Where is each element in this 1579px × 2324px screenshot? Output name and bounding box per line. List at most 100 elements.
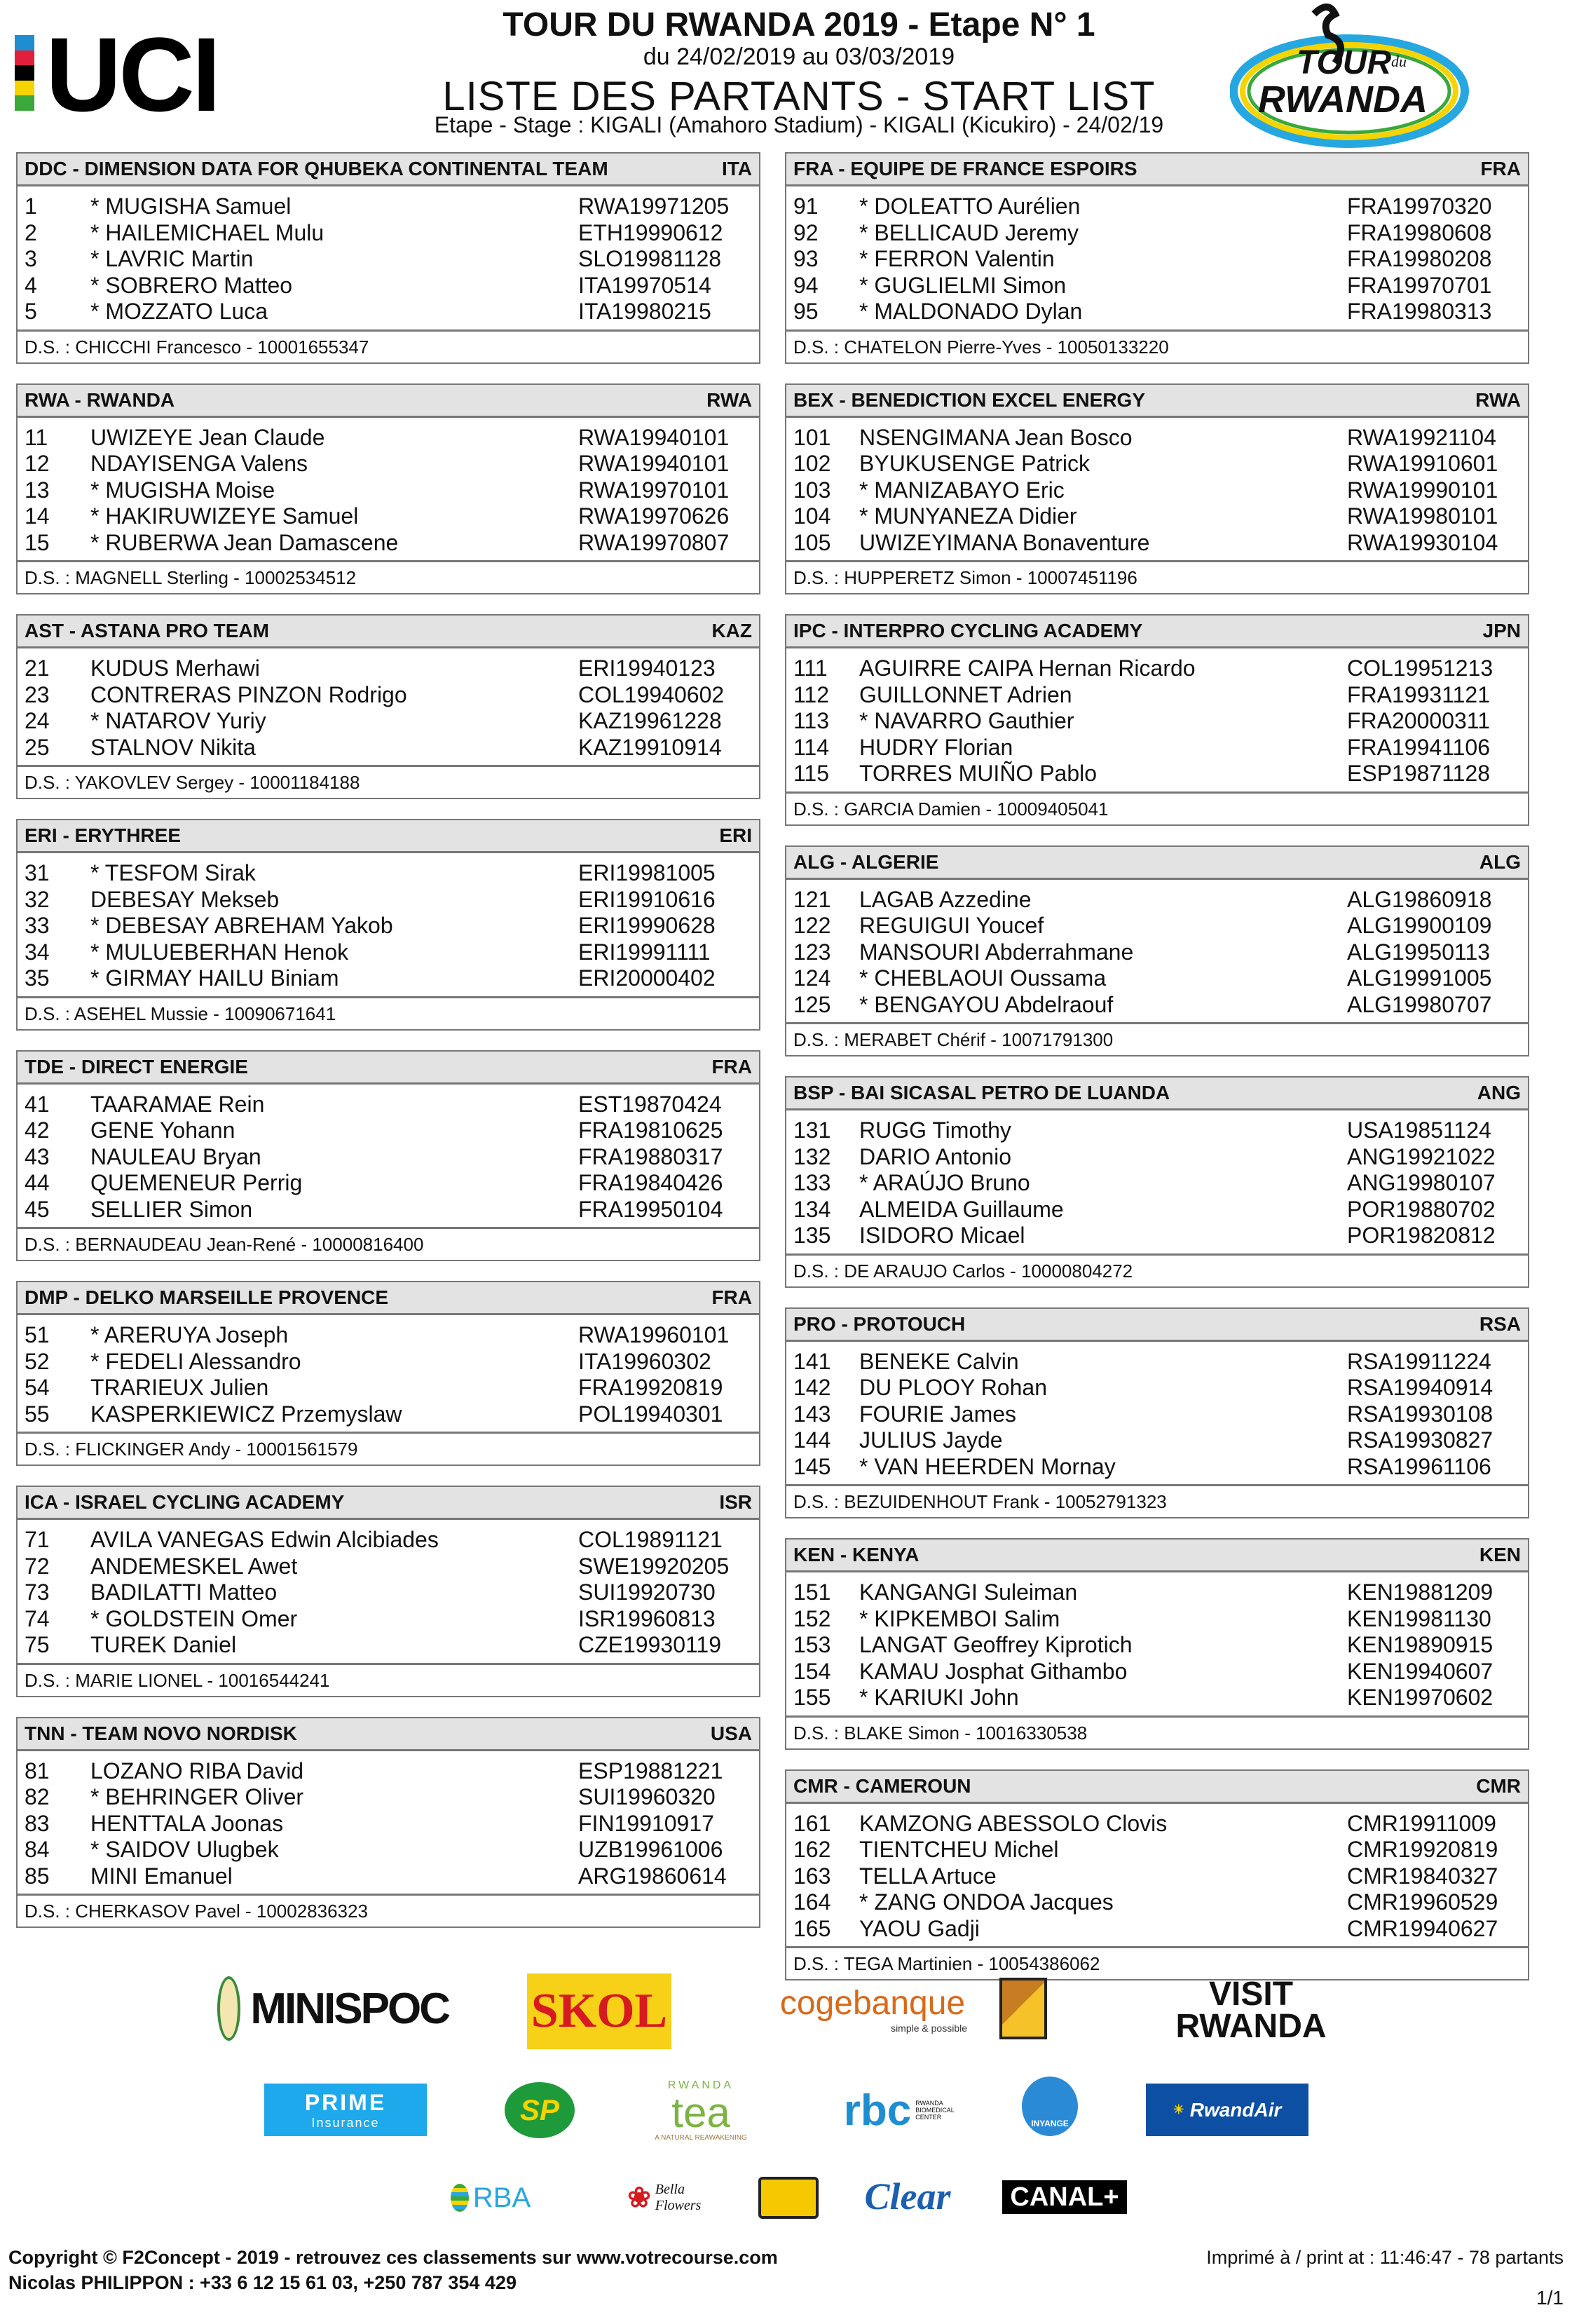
rider-uci-code: ANG19980107 bbox=[1347, 1170, 1496, 1195]
rider-row: 2 * HAILEMICHAEL Mulu ETH19990612 bbox=[18, 220, 759, 247]
team-header: FRA - EQUIPE DE FRANCE ESPOIRS FRA bbox=[786, 154, 1528, 186]
rider-name: BADILATTI Matteo bbox=[90, 1579, 278, 1605]
rider-name: * HAKIRUWIZEYE Samuel bbox=[90, 503, 359, 529]
rider-number: 33 bbox=[25, 913, 50, 938]
sports-director: D.S. : BEZUIDENHOUT Frank - 10052791323 bbox=[793, 1491, 1167, 1512]
rider-list: 81 LOZANO RIBA David ESP19881221 82 * BEHRIN… bbox=[18, 1751, 759, 1896]
rider-name: * MALDONADO Dylan bbox=[859, 299, 1083, 324]
rider-name: KAMAU Josphat Githambo bbox=[859, 1658, 1128, 1684]
rider-name: * KIPKEMBOI Salim bbox=[859, 1605, 1060, 1631]
rider-number: 154 bbox=[793, 1658, 831, 1684]
sports-director: D.S. : TEGA Martinien - 10054386062 bbox=[793, 1953, 1100, 1974]
rider-row: 152 * KIPKEMBOI Salim KEN19981130 bbox=[786, 1606, 1528, 1633]
rider-number: 55 bbox=[25, 1401, 50, 1427]
team-header: BEX - BENEDICTION EXCEL ENERGY RWA bbox=[786, 384, 1528, 418]
rider-number: 133 bbox=[793, 1170, 831, 1195]
rider-row: 93 * FERRON Valentin FRA19980208 bbox=[786, 246, 1528, 273]
rider-uci-code: FRA19931121 bbox=[1347, 681, 1490, 707]
rider-name: ALMEIDA Guillaume bbox=[859, 1196, 1064, 1222]
team-header: AST - ASTANA PRO TEAM KAZ bbox=[18, 616, 759, 648]
sports-director: D.S. : YAKOVLEV Sergey - 10001184188 bbox=[25, 772, 360, 793]
rider-uci-code: ERI20000402 bbox=[578, 965, 716, 991]
rider-name: REGUIGUI Youcef bbox=[859, 913, 1044, 938]
rider-uci-code: RSA19930827 bbox=[1347, 1427, 1493, 1453]
rider-number: 51 bbox=[25, 1322, 50, 1347]
rider-uci-code: ETH19990612 bbox=[578, 219, 723, 245]
team-name: DMP - DELKO MARSEILLE PROVENCE bbox=[25, 1286, 389, 1308]
rider-name: JULIUS Jayde bbox=[859, 1427, 1003, 1453]
rider-uci-code: ERI19990628 bbox=[578, 913, 716, 938]
rider-row: 102 BYUKUSENGE Patrick RWA19910601 bbox=[786, 451, 1528, 477]
team-country: JPN bbox=[1482, 620, 1521, 641]
sponsor-bella-flowers: ❀ Bella Flowers bbox=[610, 2170, 715, 2226]
rider-number: 103 bbox=[793, 477, 831, 503]
rider-row: 162 TIENTCHEU Michel CMR19920819 bbox=[786, 1837, 1528, 1863]
rider-uci-code: ITA19960302 bbox=[578, 1348, 711, 1374]
rider-name: AVILA VANEGAS Edwin Alcibiades bbox=[90, 1527, 439, 1552]
rider-row: 95 * MALDONADO Dylan FRA19980313 bbox=[786, 299, 1528, 325]
rider-name: * DOLEATTO Aurélien bbox=[859, 193, 1081, 219]
team-header: ALG - ALGERIE ALG bbox=[786, 846, 1528, 880]
rider-uci-code: FRA20000311 bbox=[1347, 708, 1490, 733]
sponsor-prime-insurance: PRIME Insurance bbox=[264, 2084, 427, 2136]
rider-number: 143 bbox=[793, 1401, 831, 1427]
team-country: ALG bbox=[1479, 850, 1521, 873]
stage-info: Etape - Stage : KIGALI (Amahoro Stadium)… bbox=[434, 112, 1164, 137]
rider-number: 131 bbox=[793, 1117, 831, 1143]
team-country: ANG bbox=[1477, 1082, 1521, 1103]
sponsor-rbc: rbc RWANDA BIOMEDICAL CENTER bbox=[834, 2079, 967, 2142]
rider-name: HUDRY Florian bbox=[859, 734, 1013, 760]
rider-name: * GOLDSTEIN Omer bbox=[90, 1605, 298, 1631]
rider-uci-code: FRA19810625 bbox=[578, 1117, 723, 1143]
rider-uci-code: COL19951213 bbox=[1347, 655, 1493, 681]
rider-number: 93 bbox=[793, 246, 819, 271]
rider-name: BYUKUSENGE Patrick bbox=[859, 451, 1090, 476]
sports-director: D.S. : CHATELON Pierre-Yves - 1005013322… bbox=[793, 336, 1169, 358]
sports-director: D.S. : FLICKINGER Andy - 10001561579 bbox=[25, 1439, 358, 1460]
rider-number: 164 bbox=[793, 1889, 831, 1915]
rider-number: 125 bbox=[793, 991, 831, 1017]
rider-name: * CHEBLAOUI Oussama bbox=[859, 965, 1107, 991]
team-block: DMP - DELKO MARSEILLE PROVENCE FRA 51 * ARE… bbox=[16, 1281, 760, 1466]
sponsor-clear: Clear bbox=[865, 2170, 951, 2222]
rider-uci-code: KEN19890915 bbox=[1347, 1632, 1493, 1657]
rider-row: 83 HENTTALA Joonas FIN19910917 bbox=[18, 1811, 759, 1837]
rider-uci-code: RWA19971205 bbox=[578, 193, 730, 219]
team-block: BSP - BAI SICASAL PETRO DE LUANDA ANG 131 R… bbox=[785, 1076, 1529, 1288]
teams-column-right: FRA - EQUIPE DE FRANCE ESPOIRS FRA 91 * DOL… bbox=[785, 152, 1529, 2000]
rba-globe-icon bbox=[450, 2184, 469, 2212]
team-name: IPC - INTERPRO CYCLING ACADEMY bbox=[793, 620, 1143, 641]
rider-row: 14 * HAKIRUWIZEYE Samuel RWA19970626 bbox=[18, 503, 759, 530]
sponsor-canal-text: CANAL+ bbox=[1010, 2182, 1119, 2212]
rider-name: QUEMENEUR Perrig bbox=[90, 1170, 303, 1195]
rider-number: 2 bbox=[25, 219, 37, 245]
rider-row: 21 KUDUS Merhawi ERI19940123 bbox=[18, 655, 759, 682]
sponsor-rwanda-tea: RWANDA tea A NATURAL REAWAKENING bbox=[641, 2072, 760, 2149]
rider-number: 102 bbox=[793, 451, 831, 476]
rider-name: NSENGIMANA Jean Bosco bbox=[859, 424, 1133, 450]
team-name: RWA - RWANDA bbox=[25, 388, 175, 411]
cogebanque-cube-icon bbox=[990, 1973, 1056, 2044]
rider-number: 25 bbox=[25, 734, 50, 760]
sponsor-bella-text: Bella Flowers bbox=[655, 2182, 702, 2213]
rider-uci-code: SUI19920730 bbox=[578, 1579, 716, 1605]
rider-number: 105 bbox=[793, 529, 831, 555]
rider-list: 71 AVILA VANEGAS Edwin Alcibiades COL19891… bbox=[18, 1520, 759, 1665]
team-country: ITA bbox=[721, 158, 752, 179]
rider-uci-code: RWA19970101 bbox=[578, 477, 730, 503]
rider-number: 3 bbox=[25, 246, 37, 271]
rider-number: 73 bbox=[25, 1579, 50, 1605]
sponsor-rwanda-text: RWANDA bbox=[1175, 2008, 1327, 2045]
rider-row: 154 KAMAU Josphat Githambo KEN19940607 bbox=[786, 1659, 1528, 1685]
rider-row: 91 * DOLEATTO Aurélien FRA19970320 bbox=[786, 193, 1528, 220]
rider-uci-code: FRA19920819 bbox=[578, 1375, 723, 1400]
rider-name: * FERRON Valentin bbox=[859, 246, 1055, 271]
team-block: AST - ASTANA PRO TEAM KAZ 21 KUDUS Merhawi E… bbox=[16, 614, 760, 799]
rider-name: KANGANGI Suleiman bbox=[859, 1579, 1078, 1605]
sponsor-cogebanque-text: cogebanque bbox=[779, 1984, 966, 2022]
rider-uci-code: ITA19980215 bbox=[578, 299, 711, 324]
sponsor-rwandair-text: RwandAir bbox=[1189, 2098, 1282, 2121]
rider-uci-code: RWA19921104 bbox=[1347, 424, 1496, 450]
rider-uci-code: ITA19970514 bbox=[578, 272, 711, 298]
team-header: RWA - RWANDA RWA bbox=[18, 384, 759, 418]
